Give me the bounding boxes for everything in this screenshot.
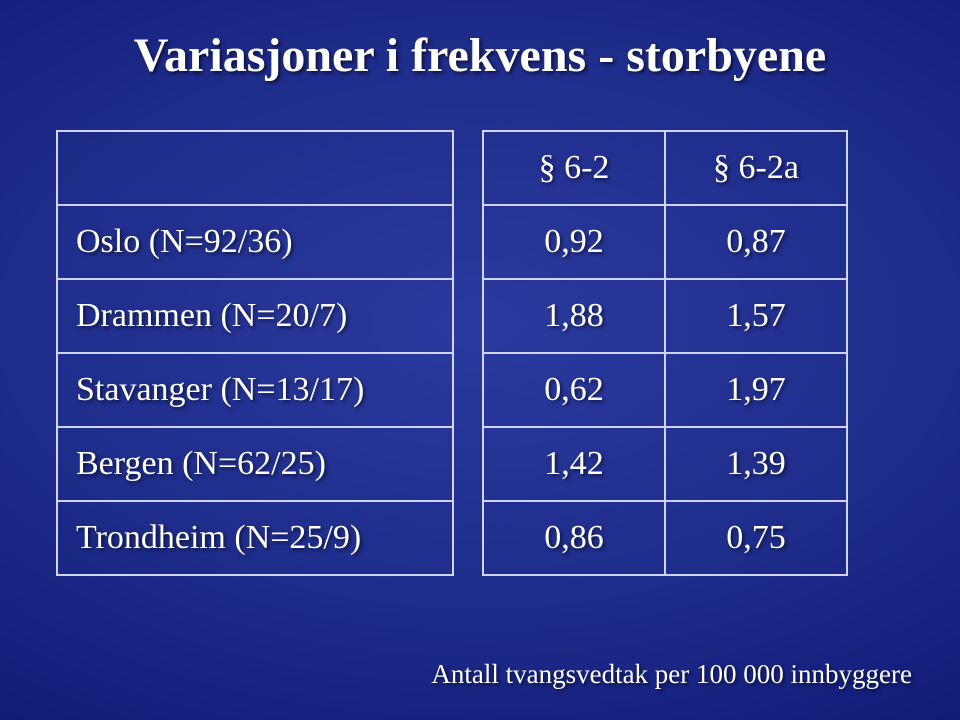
table-row: Oslo (N=92/36) [57,205,453,279]
footer-note: Antall tvangsvedtak per 100 000 innbygge… [431,659,912,690]
value-cell: 0,92 [483,205,665,279]
table-row: 0,86 0,75 [483,501,847,575]
table-row [57,131,453,205]
value-cell: 1,97 [665,353,847,427]
values-table: § 6-2 § 6-2a 0,92 0,87 1,88 1,57 0,62 1,… [482,130,848,576]
table-row: Stavanger (N=13/17) [57,353,453,427]
value-cell: 1,88 [483,279,665,353]
table-row: 0,92 0,87 [483,205,847,279]
value-cell: 0,87 [665,205,847,279]
value-cell: 1,57 [665,279,847,353]
value-cell: 0,86 [483,501,665,575]
value-cell: 1,42 [483,427,665,501]
cities-table: Oslo (N=92/36) Drammen (N=20/7) Stavange… [56,130,454,576]
table-row: 0,62 1,97 [483,353,847,427]
table-row: Trondheim (N=25/9) [57,501,453,575]
city-label: Bergen (N=62/25) [57,427,453,501]
column-header: § 6-2 [483,131,665,205]
table-row: 1,88 1,57 [483,279,847,353]
table-row: 1,42 1,39 [483,427,847,501]
label-header [57,131,453,205]
city-label: Oslo (N=92/36) [57,205,453,279]
value-cell: 0,62 [483,353,665,427]
tables-container: Oslo (N=92/36) Drammen (N=20/7) Stavange… [56,130,848,576]
table-row: § 6-2 § 6-2a [483,131,847,205]
column-header: § 6-2a [665,131,847,205]
value-cell: 1,39 [665,427,847,501]
city-label: Drammen (N=20/7) [57,279,453,353]
page-title: Variasjoner i frekvens - storbyene [0,28,960,83]
city-label: Trondheim (N=25/9) [57,501,453,575]
city-label: Stavanger (N=13/17) [57,353,453,427]
table-row: Bergen (N=62/25) [57,427,453,501]
table-row: Drammen (N=20/7) [57,279,453,353]
value-cell: 0,75 [665,501,847,575]
